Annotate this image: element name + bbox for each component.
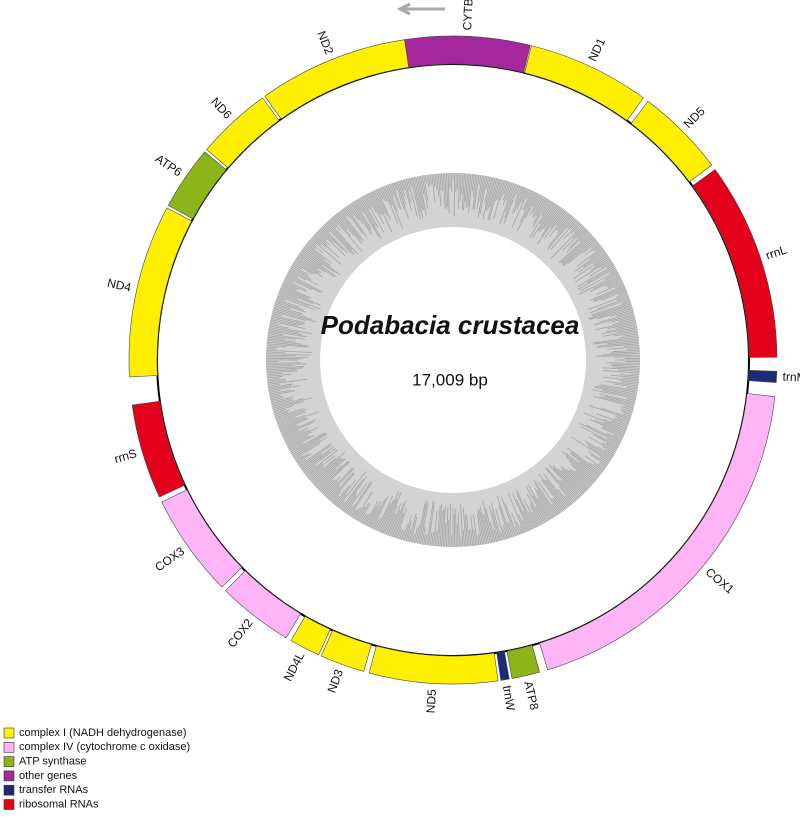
gene-label: ATP6 [153,151,185,179]
legend-swatch [4,800,14,810]
direction-arrow [400,4,445,14]
gene-label: ND5 [424,689,439,714]
gene-label: rrnS [113,446,139,466]
gene-label: CYTB [460,0,475,31]
gene [162,490,242,587]
gene-label: ND2 [314,29,336,57]
gene-label: rrnL [764,242,789,262]
gc-tick [266,363,300,364]
gene-label: ND3 [325,667,346,695]
gene-label: trnM [782,369,800,384]
subtitle: 17,009 bp [412,370,488,389]
gene [507,645,540,678]
gc-tick [607,363,640,364]
gene [132,401,185,497]
gene [265,40,409,119]
gene-label: ND4 [106,276,133,295]
gc-tick [457,523,458,546]
legend-swatch [4,742,14,752]
gene [405,36,531,73]
gene [129,208,192,377]
legend-label: transfer RNAs [19,784,89,796]
gc-ring [266,173,640,547]
gene-label: ND1 [585,36,608,64]
gene-label: trnW [500,684,518,712]
gene-label: ND4L [281,650,308,684]
gene-label: COX2 [225,616,256,651]
legend-swatch [4,785,14,795]
gene-label: ND6 [208,95,235,122]
legend-label: complex IV (cytochrome c oxidase) [19,741,190,753]
gc-tick [266,349,275,350]
gene-label: COX1 [703,565,737,597]
legend-label: ATP synthase [19,756,86,768]
legend-swatch [4,757,14,767]
legend-label: complex I (NADH dehydrogenase) [19,727,187,739]
gene [369,646,498,684]
gene [321,630,371,671]
legend-label: other genes [19,770,78,782]
backbone [157,64,749,656]
legend-swatch [4,728,14,738]
legend-swatch [4,771,14,781]
gene [692,170,777,358]
legend-label: ribosomal RNAs [19,798,99,810]
gene [497,652,510,681]
gene [748,370,777,382]
gene-label: COX3 [152,544,187,574]
title: Podabacia crustacea [321,310,580,340]
gene [525,46,644,121]
gene-label: ND5 [681,104,708,131]
gene-label: ATP8 [521,680,541,712]
